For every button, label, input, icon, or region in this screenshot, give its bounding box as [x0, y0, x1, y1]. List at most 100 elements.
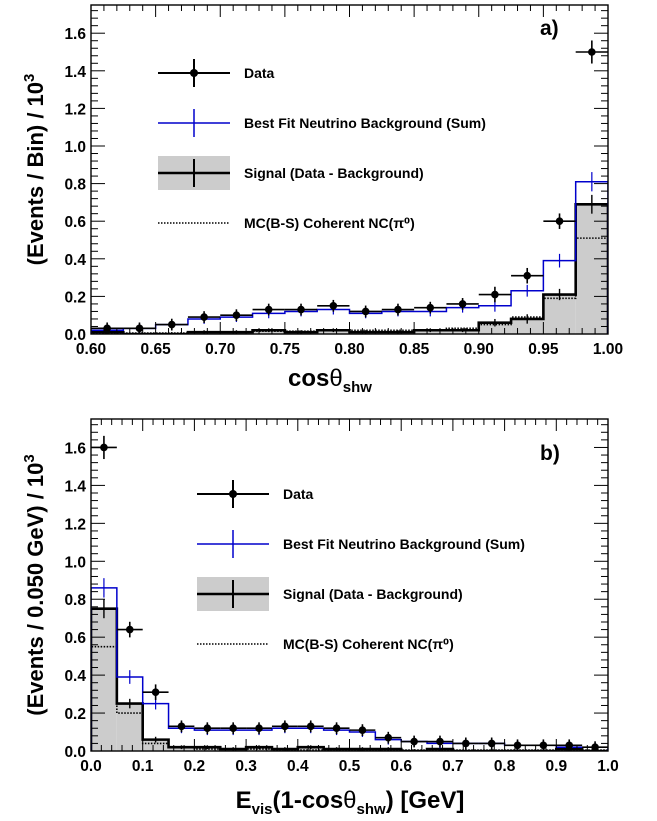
- data-point: [591, 743, 599, 751]
- data-point: [177, 722, 186, 731]
- y-axis-label: (Events / 0.050 GeV) / 103: [21, 454, 48, 715]
- legend-signal-label: Signal (Data - Background): [283, 586, 463, 602]
- y-tick-label: 1.2: [64, 516, 86, 533]
- signal-fill-bin: [478, 322, 512, 334]
- legend: Data Best Fit Neutrino Background (Sum) Si…: [158, 59, 486, 231]
- signal-fill-bin: [543, 294, 576, 334]
- data-point: [487, 739, 496, 748]
- y-tick-label: 0.4: [64, 252, 86, 269]
- y-tick-label: 1.4: [64, 64, 86, 81]
- x-tick-label: 0.75: [270, 341, 301, 358]
- legend-mc-label: MC(B-S) Coherent NC(π⁰): [244, 215, 415, 231]
- data-point: [394, 305, 402, 314]
- plot-frame: [90, 418, 609, 752]
- x-tick-label: 0.0: [80, 758, 102, 775]
- data-point: [151, 688, 160, 696]
- data-point: [125, 625, 134, 634]
- x-axis-label-theta: θ: [329, 365, 342, 392]
- x-axis-label-theta: θ: [343, 787, 356, 814]
- x-tick-label: 0.95: [528, 341, 559, 358]
- x-axis-label: cosθshw: [288, 365, 372, 396]
- x-axis-label: Evis(1-cosθshw) [GeV]: [236, 787, 465, 818]
- data-point: [200, 313, 208, 321]
- data-point: [410, 737, 418, 746]
- y-axis-label-exponent: 3: [21, 74, 38, 82]
- y-tick-label: 0.0: [64, 744, 86, 761]
- x-tick-label: 1.00: [593, 341, 623, 358]
- x-tick-label: 0.2: [184, 758, 206, 775]
- x-axis-label-cos: (1-cos: [272, 787, 343, 814]
- y-tick-label: 1.6: [64, 440, 86, 457]
- y-axis-label-text: (Events / Bin) / 10: [23, 82, 48, 265]
- data-point: [358, 726, 367, 734]
- signal-histogram: [91, 607, 608, 751]
- y-tick-label: 0.6: [64, 630, 86, 647]
- y-tick-label: 1.6: [64, 26, 86, 43]
- legend-mc-label: MC(B-S) Coherent NC(π⁰): [283, 636, 454, 652]
- x-tick-label: 0.1: [132, 758, 154, 775]
- data-point: [588, 48, 596, 56]
- x-tick-label: 0.9: [546, 758, 568, 775]
- data-point: [513, 741, 522, 750]
- data-point: [103, 324, 111, 333]
- y-tick-label: 1.4: [64, 478, 86, 495]
- signal-fill-bin: [575, 204, 608, 334]
- y-tick-label: 0.4: [64, 668, 86, 685]
- legend-signal-label: Signal (Data - Background): [244, 165, 424, 181]
- y-tick-label: 0.6: [64, 214, 86, 231]
- legend-data-label: Data: [244, 65, 275, 81]
- data-point: [565, 741, 574, 750]
- data-point: [426, 303, 435, 312]
- x-tick-label: 0.6: [390, 758, 412, 775]
- legend-data-marker: [190, 69, 198, 77]
- legend-background-label: Best Fit Neutrino Background (Sum): [283, 536, 525, 552]
- y-tick-label: 0.0: [64, 327, 86, 344]
- y-tick-label: 1.0: [64, 554, 86, 571]
- panel-label: b): [540, 442, 560, 465]
- data-point: [539, 741, 548, 750]
- chart-panel-a: 0.60 0.65 0.70 0.75 0.80 0.85 0.90 0.95 1.00 0.0 0…: [21, 4, 623, 396]
- x-tick-label: 0.5: [339, 758, 361, 775]
- x-tick-label: 0.8: [494, 758, 516, 775]
- x-tick-label: 0.85: [399, 341, 430, 358]
- data-point: [491, 290, 499, 299]
- legend-background-label: Best Fit Neutrino Background (Sum): [244, 115, 486, 131]
- y-tick-label: 0.2: [64, 706, 86, 723]
- x-tick-label: 0.65: [141, 341, 172, 358]
- data-point: [332, 724, 341, 733]
- y-tick-label: 1.2: [64, 101, 86, 118]
- y-axis-label-exponent: 3: [21, 454, 38, 462]
- data-point: [462, 739, 470, 748]
- x-tick-label: 0.4: [287, 758, 309, 775]
- y-axis-label: (Events / Bin) / 103: [21, 74, 48, 266]
- data-point: [255, 724, 263, 733]
- x-axis-label-cos: cos: [288, 365, 329, 392]
- x-tick-label: 0.80: [334, 341, 364, 358]
- data-point: [306, 722, 315, 731]
- x-axis-label-subscript: shw: [343, 379, 373, 396]
- plot-area: [91, 40, 608, 334]
- data-point: [264, 305, 273, 314]
- x-tick-label: 1.0: [597, 758, 619, 775]
- data-point: [167, 320, 176, 329]
- legend-data-marker: [229, 490, 237, 498]
- x-tick-label: 0.90: [464, 341, 494, 358]
- y-tick-label: 0.8: [64, 177, 86, 194]
- data-point: [458, 300, 467, 308]
- data-point: [555, 217, 564, 225]
- legend: Data Best Fit Neutrino Background (Sum) Si…: [197, 480, 525, 652]
- x-axis-label-unit: ) [GeV]: [386, 787, 465, 814]
- data-point: [229, 724, 237, 733]
- panel-label: a): [540, 17, 559, 40]
- signal-fill-bin: [142, 739, 169, 751]
- data-point: [361, 307, 370, 316]
- mc-coherent-histogram: [91, 237, 608, 334]
- y-tick-label: 0.2: [64, 289, 86, 306]
- chart-panel-b: 0.0 0.1 0.2 0.3 0.4 0.5 0.6 0.7 0.8 0.9 1.0 0.0 0.2 0…: [21, 418, 619, 818]
- x-axis-label-e: E: [236, 787, 252, 814]
- data-point: [232, 311, 241, 320]
- data-point: [436, 737, 444, 746]
- y-axis-label-text: (Events / 0.050 GeV) / 10: [23, 463, 48, 716]
- data-point: [281, 722, 289, 731]
